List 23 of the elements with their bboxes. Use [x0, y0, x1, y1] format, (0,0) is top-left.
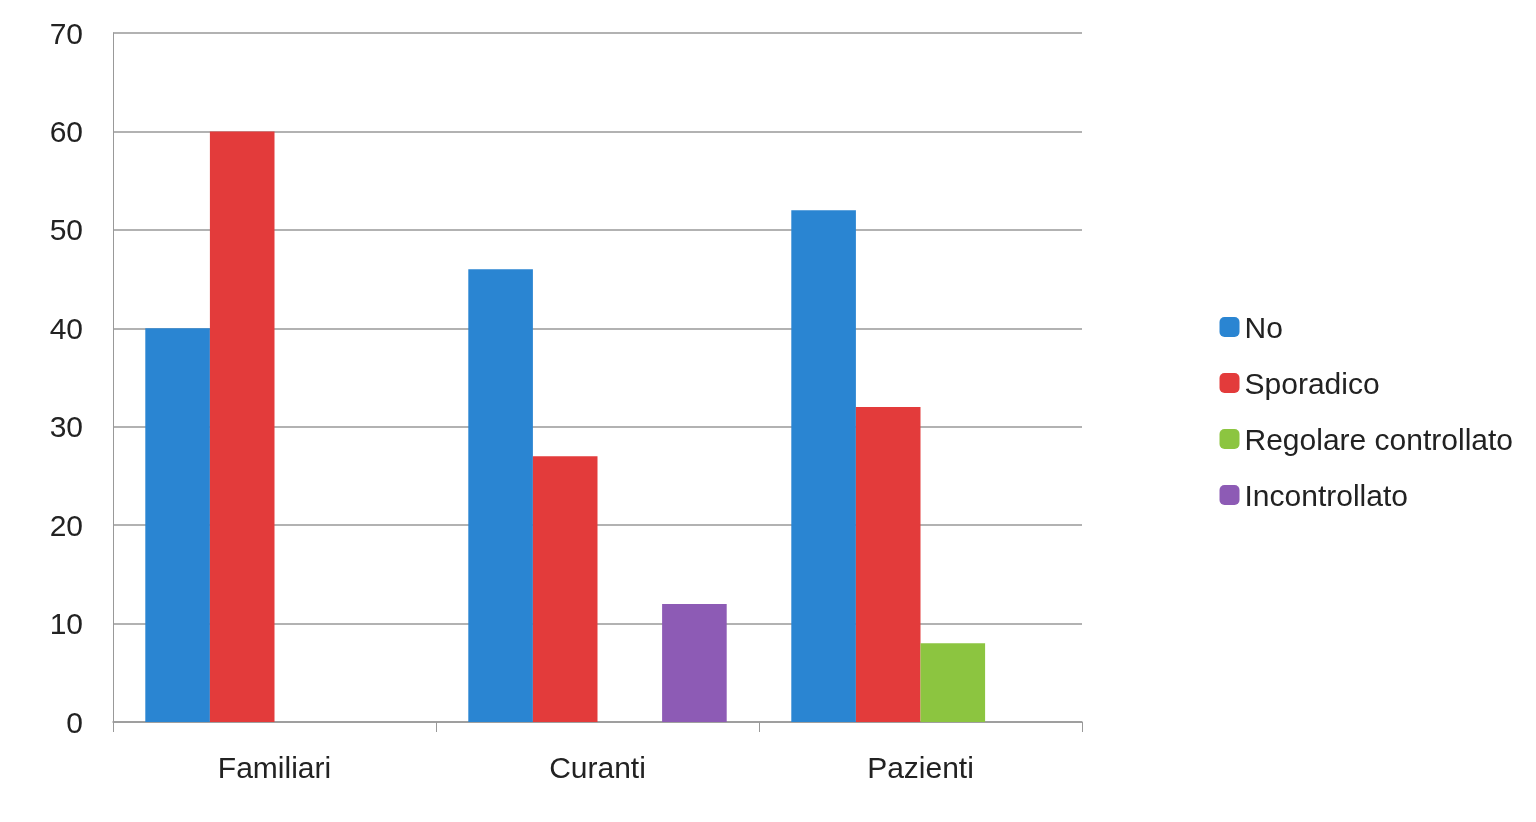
bar: [532, 456, 598, 722]
x-tick-label: Curanti: [549, 750, 646, 784]
legend-label: Incontrollato: [1244, 478, 1408, 512]
y-tick-label: 50: [49, 213, 83, 247]
y-tick-label: 0: [66, 705, 83, 739]
x-tick-label: Pazienti: [867, 750, 974, 784]
y-tick-label: 60: [49, 114, 83, 148]
y-tick-label: 70: [49, 16, 83, 50]
bar: [662, 603, 727, 722]
legend-label: Sporadico: [1244, 366, 1380, 400]
legend-label: Regolare controllato: [1244, 422, 1514, 456]
bar: [209, 131, 275, 722]
bar: [920, 643, 986, 722]
bar: [468, 269, 533, 722]
bar: [145, 328, 210, 722]
bar: [791, 210, 856, 722]
y-tick-label: 30: [49, 410, 83, 444]
y-tick-label: 10: [49, 607, 83, 641]
legend-label: No: [1244, 310, 1283, 344]
y-tick-label: 40: [49, 311, 83, 345]
x-tick-label: Familiari: [217, 750, 332, 784]
y-tick-label: 20: [49, 508, 83, 542]
bar: [855, 407, 921, 722]
